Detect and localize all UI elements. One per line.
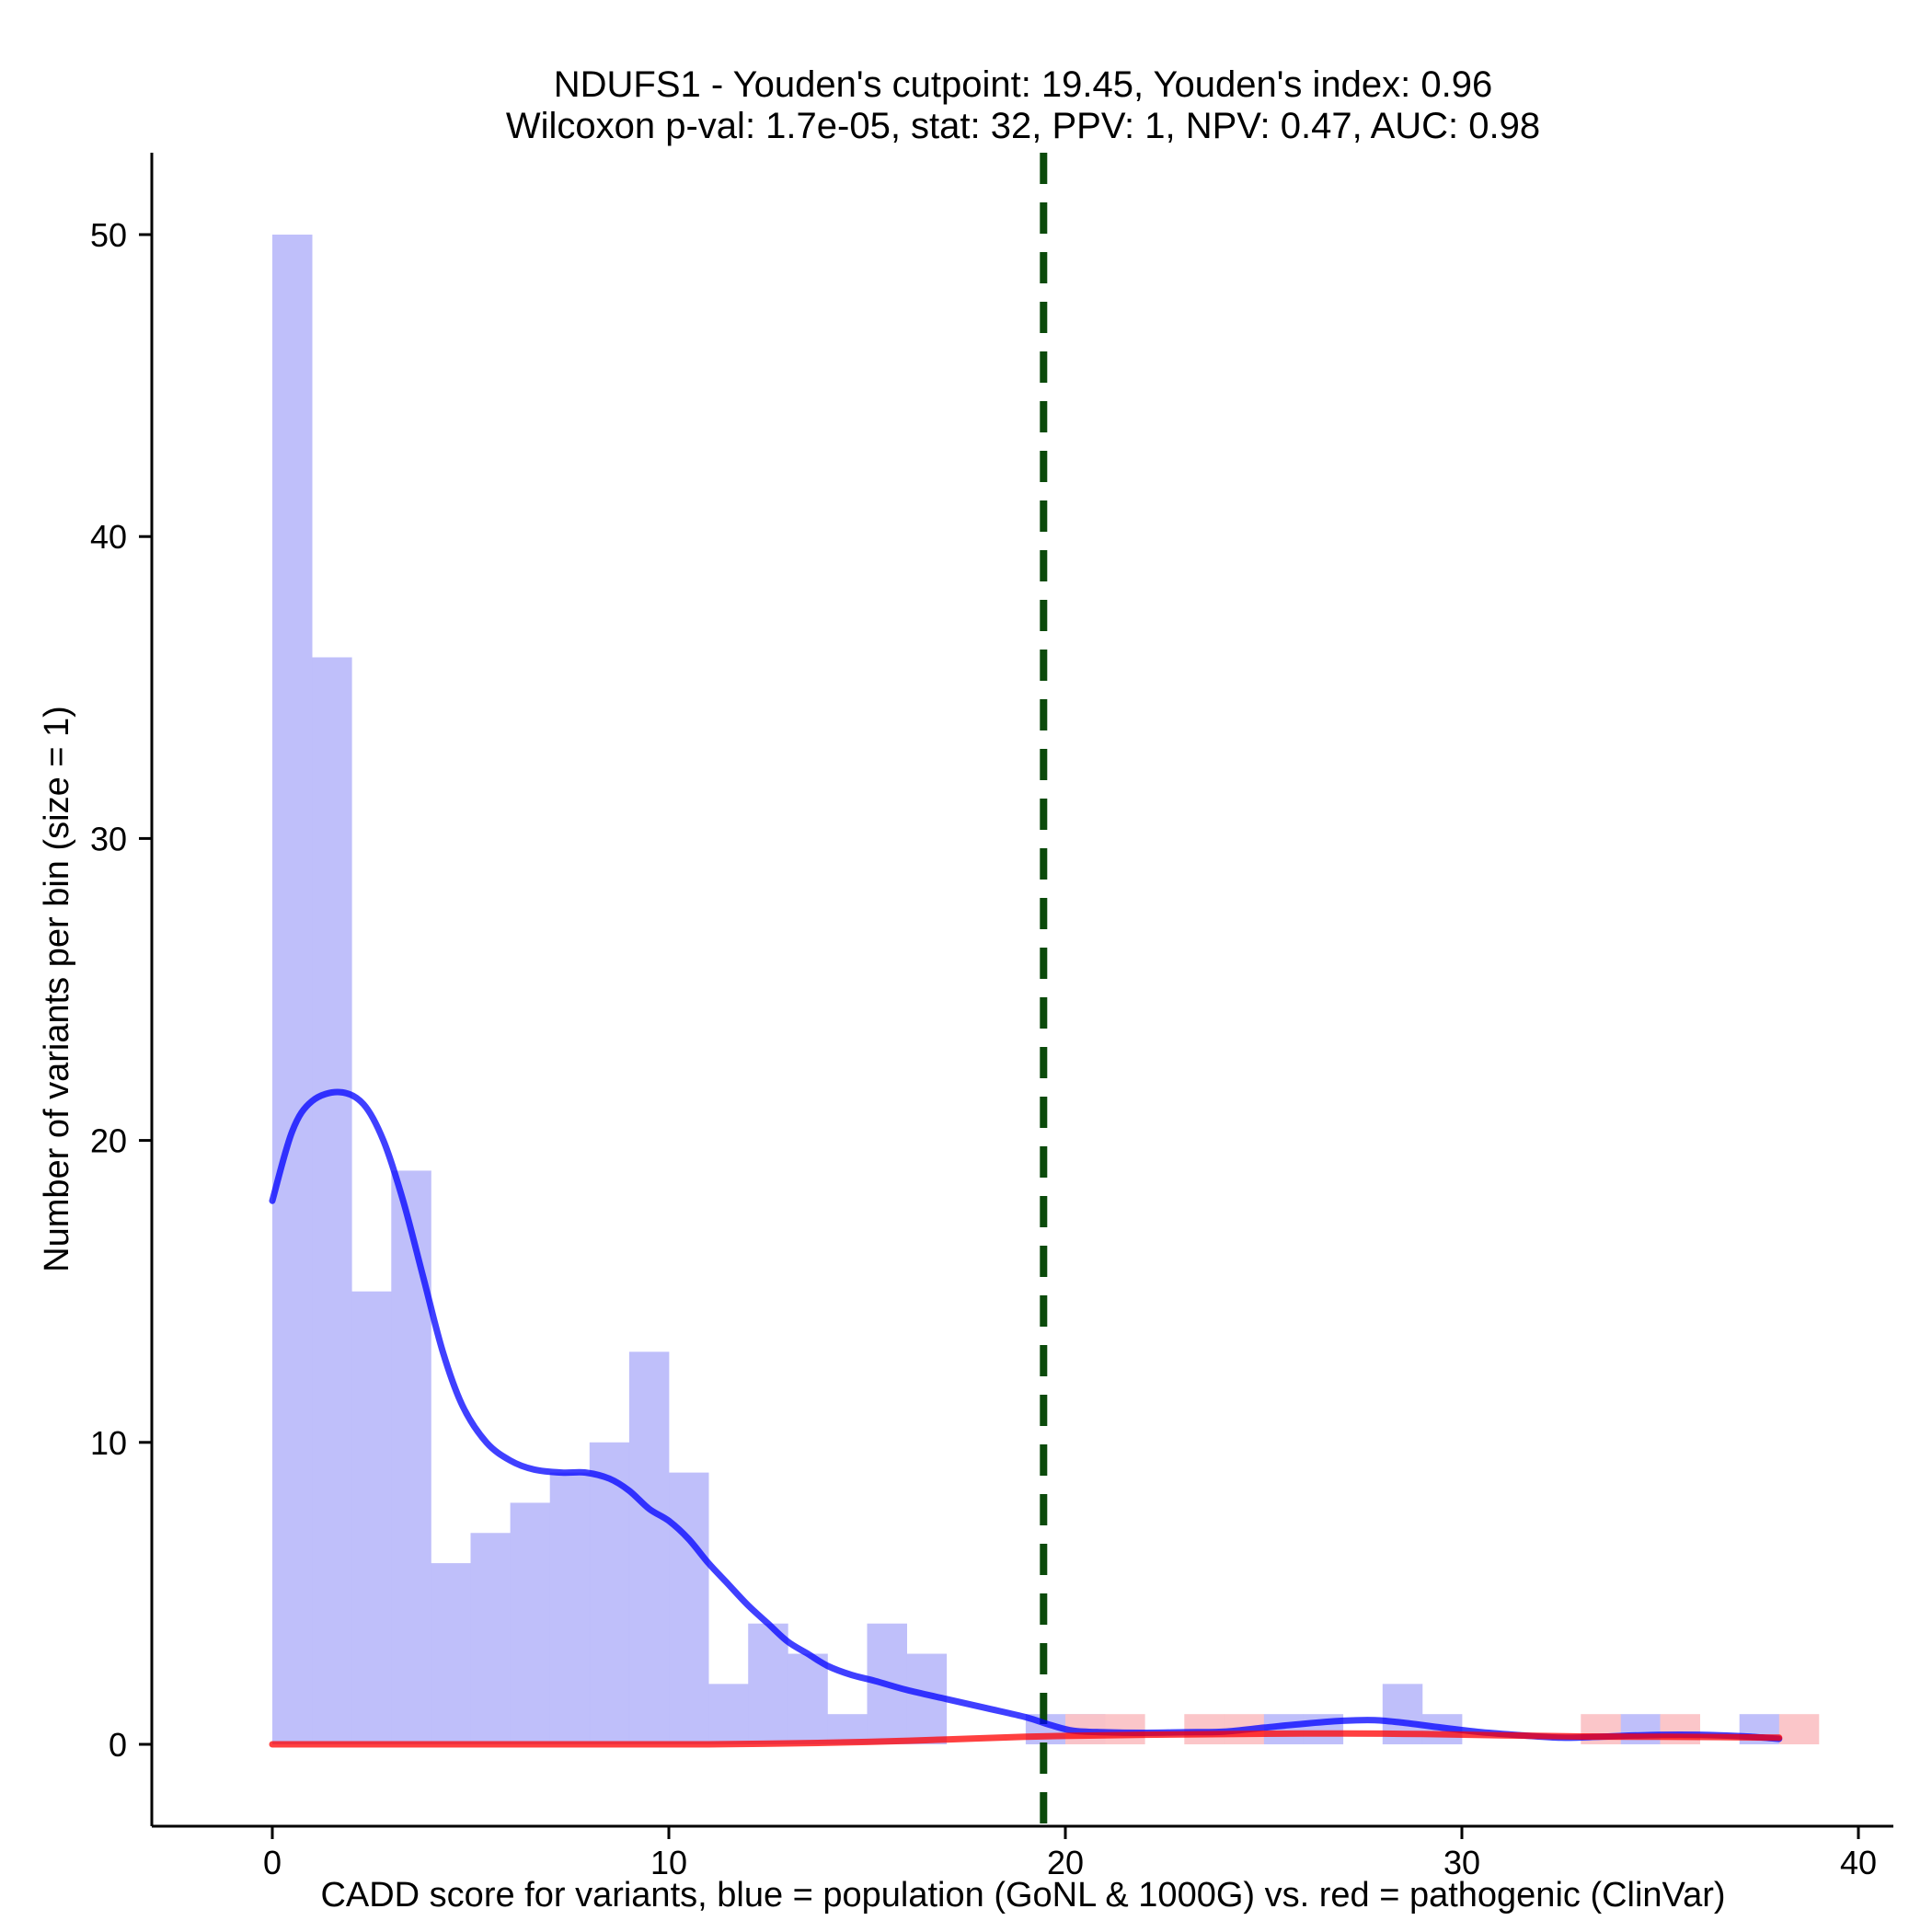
histogram-bar	[748, 1623, 788, 1744]
plot-area	[269, 153, 1820, 1826]
histogram-series-1	[272, 235, 1780, 1744]
x-tick-label: 30	[1443, 1844, 1480, 1881]
histogram-bar	[788, 1653, 828, 1744]
histogram-bar	[1778, 1714, 1820, 1744]
histogram-bar	[312, 657, 352, 1744]
density-curve-series-1	[269, 1088, 1783, 1742]
chart-title: NDUFS1 - Youden's cutpoint: 19.45, Youde…	[554, 64, 1492, 105]
histogram-bar	[272, 235, 313, 1744]
histogram-bar	[351, 1291, 392, 1744]
y-tick-label: 20	[90, 1122, 127, 1160]
y-tick-label: 40	[90, 518, 127, 556]
histogram-bar	[1105, 1714, 1145, 1744]
y-axis-label: Number of variants per bin (size = 1)	[38, 706, 76, 1272]
y-tick-label: 50	[90, 216, 127, 254]
histogram-bar	[510, 1502, 551, 1744]
y-ticks: 0 10 20 30 40 50	[90, 216, 152, 1764]
y-tick-label: 0	[109, 1726, 127, 1764]
x-axis-label: CADD score for variants, blue = populati…	[320, 1876, 1725, 1915]
x-tick-label: 40	[1840, 1844, 1877, 1881]
x-tick-label: 0	[263, 1844, 282, 1881]
histogram-bar	[589, 1442, 630, 1744]
axes	[150, 153, 1893, 1828]
y-tick-label: 30	[90, 820, 127, 857]
histogram-bar	[470, 1533, 511, 1744]
histogram-bar	[708, 1684, 749, 1744]
y-tick-label: 10	[90, 1424, 127, 1462]
chart-subtitle: Wilcoxon p-val: 1.7e-05, stat: 32, PPV: …	[506, 106, 1540, 146]
histogram-bar	[669, 1472, 709, 1744]
x-ticks: 0 10 20 30 40	[263, 1826, 1877, 1881]
histogram-bar	[549, 1472, 591, 1744]
histogram-series-2	[1065, 1714, 1820, 1744]
histogram-bar	[391, 1170, 431, 1744]
x-tick-label: 20	[1047, 1844, 1084, 1881]
histogram-bar	[431, 1563, 471, 1744]
histogram-bar	[628, 1351, 670, 1744]
density-curve-series-2	[269, 1730, 1783, 1748]
x-tick-label: 10	[650, 1844, 687, 1881]
